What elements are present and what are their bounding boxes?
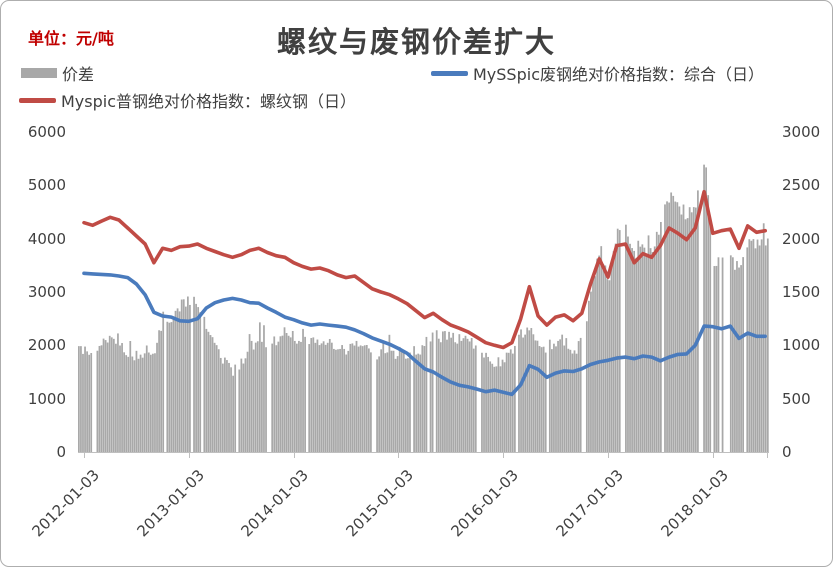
right-axis-tick-label: 0 [782,442,792,461]
x-axis-tick-label: 2018-01-03 [657,466,732,541]
x-axis-tick [293,452,295,458]
scrap-price-line-series [82,271,768,397]
x-axis-tick-label: 2017-01-03 [552,466,627,541]
legend-item-spread: 价差 [21,63,95,84]
x-axis-tick-label: 2013-01-03 [133,466,208,541]
right-axis-tick-label: 2500 [782,176,821,195]
x-axis-tick [188,452,190,458]
right-axis-tick-label: 1000 [782,336,821,355]
spread-bars-series [78,164,769,453]
x-axis-tick [398,452,400,458]
x-axis-tick [608,452,609,458]
x-axis-tick-label: 2012-01-03 [28,466,103,541]
left-axis-tick-label: 2000 [27,336,66,355]
legend-label-spread: 价差 [62,65,95,84]
left-axis-tick-label: 5000 [27,176,66,195]
legend-swatch-spread-bar [21,68,57,78]
right-axis-tick-label: 2000 [782,229,821,248]
legend-swatch-rebar-line [19,97,56,103]
legend-label-rebar-index: Myspic普钢绝对价格指数：螺纹钢（日） [61,92,357,111]
chart-title: 螺纹与废钢价差扩大 [276,25,556,59]
x-axis-tick [767,452,768,458]
x-axis-tick [503,452,505,458]
plot-area [78,164,769,453]
x-axis-tick-label: 2014-01-03 [237,466,313,541]
x-axis-line [78,452,769,453]
right-axis-tick-label: 3000 [782,123,821,141]
legend-label-scrap-index: MySSpic废钢绝对价格指数：综合（日） [473,65,764,84]
x-axis-tick [84,452,85,458]
legend-swatch-scrap-line [431,70,468,76]
right-axis-tick-label: 500 [782,389,811,408]
right-axis-tick-label: 1500 [782,282,821,301]
rebar-price-line-series [82,189,768,350]
legend-item-rebar-index: Myspic普钢绝对价格指数：螺纹钢（日） [19,90,357,111]
x-axis-tick-label: 2016-01-03 [447,466,522,541]
unit-label: 单位：元/吨 [28,29,114,48]
left-axis-tick-label: 3000 [27,282,66,301]
legend-item-scrap-index: MySSpic废钢绝对价格指数：综合（日） [431,63,764,84]
left-axis-tick-label: 6000 [27,123,66,141]
left-axis-tick-label: 0 [56,442,66,461]
x-axis-tick [712,452,714,458]
left-axis-tick-label: 4000 [27,229,66,248]
x-axis-tick-label: 2015-01-03 [342,466,418,541]
left-axis-tick-label: 1000 [27,389,66,408]
